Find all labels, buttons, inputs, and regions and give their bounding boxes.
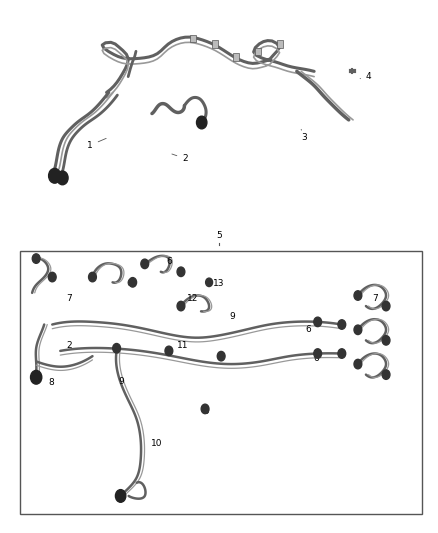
Text: 2: 2 xyxy=(172,154,188,163)
Text: 5: 5 xyxy=(216,231,222,240)
Text: 6: 6 xyxy=(167,257,173,266)
Circle shape xyxy=(354,325,362,335)
Circle shape xyxy=(31,370,42,384)
Circle shape xyxy=(49,168,61,183)
Text: 11: 11 xyxy=(177,341,188,350)
Circle shape xyxy=(382,301,390,311)
Circle shape xyxy=(201,404,209,414)
Text: 6: 6 xyxy=(306,325,311,334)
Circle shape xyxy=(197,116,207,129)
Circle shape xyxy=(338,320,346,329)
Circle shape xyxy=(205,278,212,287)
Text: 9: 9 xyxy=(229,312,235,321)
Text: 12: 12 xyxy=(187,294,198,303)
Circle shape xyxy=(217,351,225,361)
Circle shape xyxy=(177,267,185,277)
Bar xyxy=(190,35,196,42)
Bar xyxy=(212,40,218,47)
Bar xyxy=(20,251,422,514)
Circle shape xyxy=(32,254,40,263)
Bar xyxy=(255,47,261,55)
Text: 9: 9 xyxy=(203,407,209,416)
Circle shape xyxy=(141,259,148,269)
Circle shape xyxy=(48,272,56,282)
Circle shape xyxy=(88,272,96,282)
Text: 2: 2 xyxy=(66,341,72,350)
Circle shape xyxy=(113,343,120,353)
Text: 1: 1 xyxy=(87,139,106,150)
Circle shape xyxy=(165,346,173,356)
Text: 3: 3 xyxy=(301,130,307,142)
Text: 10: 10 xyxy=(151,439,162,448)
Text: 7: 7 xyxy=(372,294,378,303)
Text: 8: 8 xyxy=(48,378,54,387)
Circle shape xyxy=(314,317,321,327)
Text: 6: 6 xyxy=(314,354,319,364)
Circle shape xyxy=(338,349,346,358)
Circle shape xyxy=(382,370,390,379)
Circle shape xyxy=(354,359,362,369)
Circle shape xyxy=(314,349,321,358)
Text: 9: 9 xyxy=(119,377,124,386)
Circle shape xyxy=(116,490,126,502)
Bar xyxy=(233,53,239,61)
Text: 4: 4 xyxy=(360,72,372,81)
Circle shape xyxy=(354,291,362,300)
Circle shape xyxy=(382,336,390,345)
Circle shape xyxy=(129,278,137,287)
Circle shape xyxy=(177,301,185,311)
Text: 13: 13 xyxy=(213,279,225,288)
Bar xyxy=(276,40,283,47)
Circle shape xyxy=(57,171,68,185)
Text: 6: 6 xyxy=(127,279,132,288)
Text: 7: 7 xyxy=(66,294,72,303)
